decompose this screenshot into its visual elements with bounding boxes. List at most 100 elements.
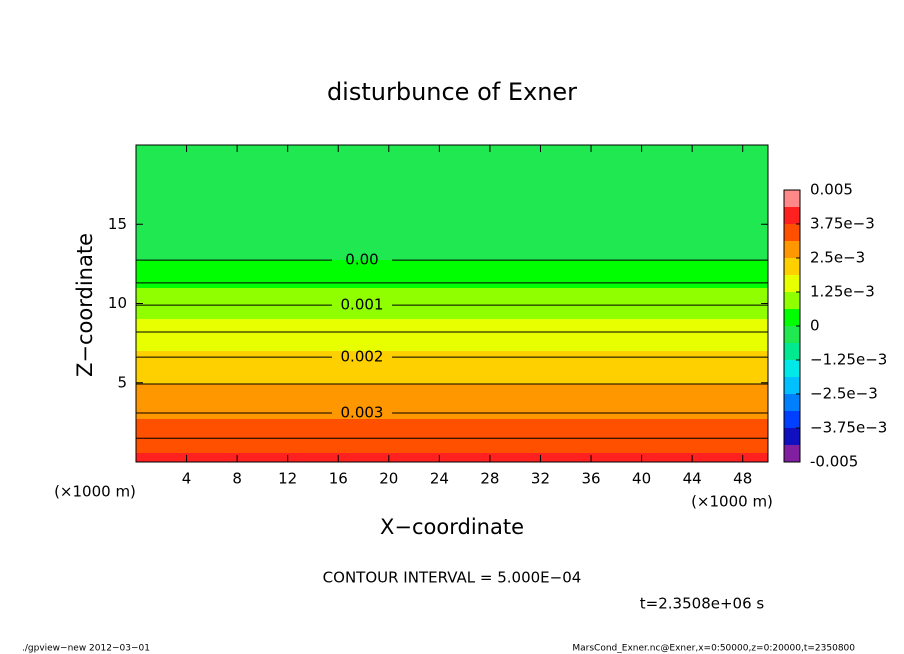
shading <box>136 145 768 147</box>
colorbar-bin <box>784 343 800 360</box>
y-tick-label: 5 <box>117 373 127 391</box>
shading <box>136 391 768 393</box>
shading <box>136 171 768 173</box>
shading <box>136 168 768 170</box>
shading <box>136 299 768 301</box>
colorbar-bin <box>784 360 800 377</box>
shading <box>136 421 768 423</box>
shading <box>136 378 768 380</box>
x-tick-label: 36 <box>581 470 600 488</box>
shading <box>136 242 768 244</box>
x-axis-label: X−coordinate <box>380 515 524 539</box>
shading <box>136 297 768 299</box>
shading <box>136 275 768 277</box>
shading <box>136 414 768 416</box>
shading <box>136 418 768 420</box>
shading <box>136 355 768 357</box>
shading <box>136 435 768 437</box>
shading <box>136 179 768 181</box>
shading <box>136 431 768 433</box>
shading <box>136 196 768 198</box>
shading <box>136 365 768 367</box>
y-tick-label: 15 <box>108 215 127 233</box>
shading <box>136 254 768 256</box>
shading <box>136 218 768 220</box>
shading <box>136 428 768 430</box>
shading <box>136 440 768 442</box>
x-tick-label: 40 <box>632 470 651 488</box>
shading <box>136 238 768 240</box>
colorbar-tick-label: −2.5e−3 <box>810 385 878 403</box>
shading <box>136 224 768 226</box>
shading <box>136 292 768 294</box>
shading <box>136 314 768 316</box>
colorbar-tick-label: -0.005 <box>810 453 858 471</box>
shading <box>136 448 768 450</box>
shading <box>136 407 768 409</box>
shading <box>136 453 768 455</box>
shading <box>136 223 768 225</box>
shading <box>136 234 768 236</box>
shading <box>136 399 768 401</box>
shading <box>136 150 768 152</box>
shading <box>136 441 768 443</box>
shading <box>136 178 768 180</box>
shading <box>136 442 768 444</box>
shading <box>136 283 768 285</box>
shading <box>136 146 768 148</box>
shading <box>136 400 768 402</box>
shading <box>136 307 768 309</box>
shading <box>136 298 768 300</box>
shading <box>136 209 768 211</box>
shading <box>136 170 768 172</box>
shading <box>136 366 768 368</box>
shading <box>136 267 768 269</box>
shading <box>136 364 768 366</box>
shading <box>136 426 768 428</box>
shading <box>136 330 768 332</box>
shading <box>136 290 768 292</box>
shading <box>136 217 768 219</box>
shading <box>136 236 768 238</box>
shading <box>136 210 768 212</box>
shading <box>136 195 768 197</box>
colorbar-bin <box>784 411 800 428</box>
shading <box>136 296 768 298</box>
colorbar-bin <box>784 258 800 275</box>
shading <box>136 394 768 396</box>
shading <box>136 347 768 349</box>
shading <box>136 229 768 231</box>
shading <box>136 315 768 317</box>
x-tick-label: 20 <box>379 470 398 488</box>
shading <box>136 158 768 160</box>
shading <box>136 188 768 190</box>
shading <box>136 457 768 459</box>
colorbar-tick-label: −1.25e−3 <box>810 351 887 369</box>
shading <box>136 232 768 234</box>
shading <box>136 215 768 217</box>
shading <box>136 439 768 441</box>
colorbar-bin <box>784 394 800 411</box>
shading <box>136 405 768 407</box>
shading <box>136 183 768 185</box>
shading <box>136 258 768 260</box>
colorbar-tick-label: 1.25e−3 <box>810 283 875 301</box>
shading <box>136 358 768 360</box>
shading <box>136 327 768 329</box>
shading <box>136 203 768 205</box>
shading <box>136 251 768 253</box>
shading <box>136 253 768 255</box>
shading <box>136 293 768 295</box>
shading <box>136 152 768 154</box>
shading <box>136 456 768 458</box>
shading <box>136 402 768 404</box>
shading <box>136 219 768 221</box>
shading <box>136 437 768 439</box>
shading <box>136 398 768 400</box>
shading <box>136 321 768 323</box>
shading <box>136 360 768 362</box>
shading <box>136 335 768 337</box>
shading <box>136 220 768 222</box>
shading <box>136 323 768 325</box>
shading <box>136 198 768 200</box>
